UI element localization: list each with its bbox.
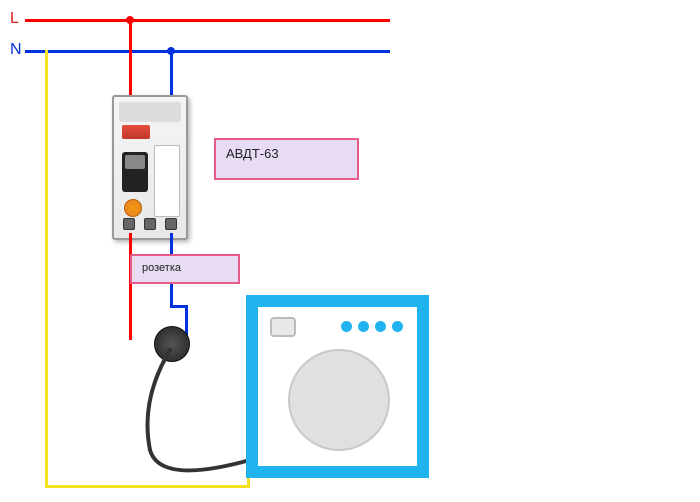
label-box-avdt: АВДТ-63: [214, 138, 359, 180]
breaker-top-terminals: [119, 102, 181, 122]
breaker-brand-plate: [122, 125, 150, 139]
breaker-switch-icon: [122, 152, 148, 192]
label-box-socket: розетка: [130, 254, 240, 284]
breaker-bottom-terminals: [119, 218, 181, 234]
line-label: L: [10, 10, 19, 28]
appliance-indicator-row: [341, 321, 403, 332]
rcbo-breaker: [112, 95, 188, 240]
wire-pe-vertical: [45, 50, 48, 488]
breaker-test-button-icon: [124, 199, 142, 217]
appliance-drum-icon: [288, 349, 390, 451]
indicator-light-icon: [392, 321, 403, 332]
terminal-icon: [123, 218, 135, 230]
terminal-icon: [144, 218, 156, 230]
neutral-label: N: [10, 41, 22, 59]
wire-neutral-bend-h: [170, 305, 185, 308]
wire-line-bus: [25, 19, 390, 22]
indicator-light-icon: [341, 321, 352, 332]
terminal-icon: [165, 218, 177, 230]
appliance-button-icon: [270, 317, 296, 337]
breaker-label-panel: [154, 145, 180, 217]
washing-machine-icon: [246, 295, 429, 478]
wire-line-to-socket: [129, 233, 132, 340]
wire-neutral-bus: [25, 50, 390, 53]
indicator-light-icon: [358, 321, 369, 332]
indicator-light-icon: [375, 321, 386, 332]
appliance-body: [258, 307, 417, 466]
